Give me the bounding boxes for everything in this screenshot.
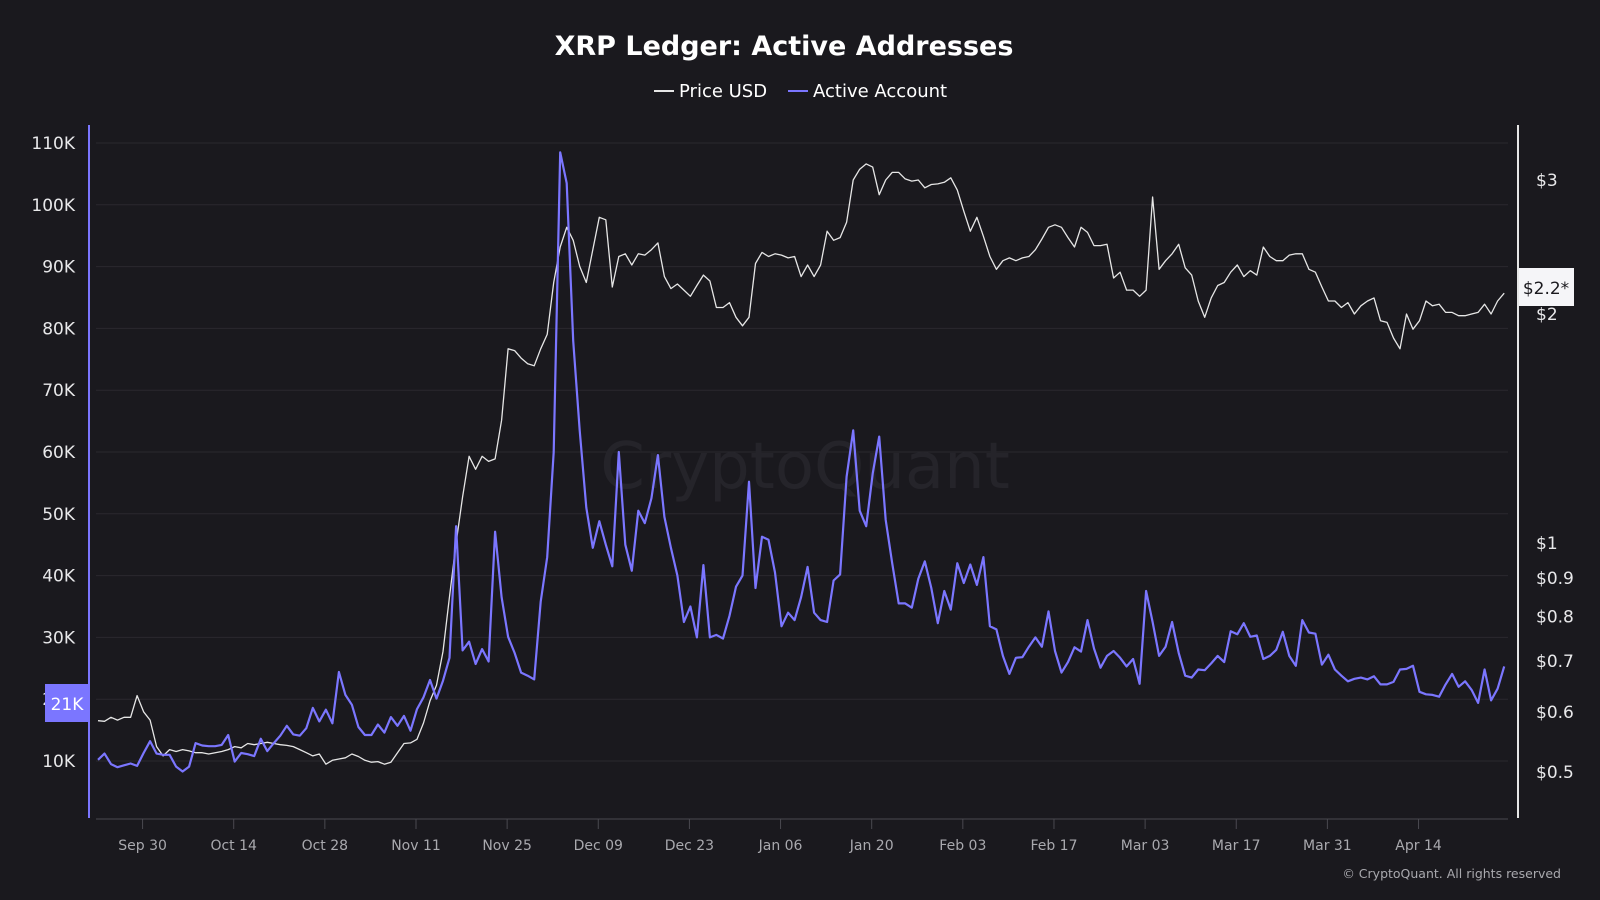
left-tick-label: 10K <box>42 752 76 772</box>
series-line-active-account <box>97 151 1506 773</box>
left-tick-label: 60K <box>42 443 76 463</box>
legend-label-price-usd: Price USD <box>679 81 767 102</box>
left-tick-label: 70K <box>42 381 76 401</box>
right-tick-label: $2 <box>1536 305 1558 325</box>
series-line-price-usd <box>97 163 1505 765</box>
left-tick-label: 110K <box>31 134 75 154</box>
right-current-value-label: $2.2* <box>1523 279 1569 299</box>
chart-title: XRP Ledger: Active Addresses <box>555 31 1014 62</box>
x-tick-label: Jan 20 <box>849 838 894 854</box>
watermark: CryptoQuant <box>600 430 1010 504</box>
gridlines <box>96 142 1508 762</box>
left-current-value-badge: 21K <box>45 684 89 722</box>
x-tick-label: Nov 11 <box>391 838 441 854</box>
x-tick-label: Sep 30 <box>118 838 167 854</box>
left-current-value-label: 21K <box>51 695 85 715</box>
left-tick-label: 80K <box>42 319 76 339</box>
x-axis-ticks: Sep 30 Oct 14 Oct 28 Nov 11 Nov 25 Dec 09 Dec … <box>118 819 1442 854</box>
x-tick-label: Mar 31 <box>1303 838 1352 854</box>
right-current-value-badge: $2.2* <box>1519 268 1574 306</box>
right-tick-label: $0.6 <box>1536 703 1574 723</box>
x-tick-label: Mar 03 <box>1121 838 1170 854</box>
left-tick-label: 40K <box>42 567 76 587</box>
right-tick-label: $0.8 <box>1536 608 1574 628</box>
right-tick-label: $0.5 <box>1536 763 1574 783</box>
x-tick-label: Oct 28 <box>302 838 348 854</box>
legend-item-active-account[interactable]: Active Account <box>788 81 947 102</box>
x-tick-label: Jan 06 <box>758 838 803 854</box>
right-current-value-bg <box>1519 268 1574 306</box>
legend-item-price-usd[interactable]: Price USD <box>654 81 767 102</box>
x-tick-label: Mar 17 <box>1212 838 1261 854</box>
x-tick-label: Apr 14 <box>1395 838 1442 854</box>
x-tick-label: Nov 25 <box>482 838 532 854</box>
left-current-value-bg <box>45 684 89 722</box>
left-tick-label: 100K <box>31 196 75 216</box>
right-tick-label: $0.9 <box>1536 569 1574 589</box>
legend: Price USD Active Account <box>654 81 947 102</box>
right-tick-label: $1 <box>1536 534 1558 554</box>
legend-label-active-account: Active Account <box>813 81 947 102</box>
x-tick-label: Dec 09 <box>574 838 623 854</box>
copyright: © CryptoQuant. All rights reserved <box>1342 866 1561 881</box>
x-tick-label: Feb 03 <box>939 838 986 854</box>
x-tick-label: Oct 14 <box>210 838 257 854</box>
right-tick-label: $3 <box>1536 171 1558 191</box>
left-tick-label: 90K <box>42 258 76 278</box>
left-tick-label: 50K <box>42 505 76 525</box>
right-axis-ticks: $0.5 $0.6 $0.7 $0.8 $0.9 $1 $2 $3 <box>1536 171 1574 783</box>
x-tick-label: Feb 17 <box>1030 838 1077 854</box>
x-tick-label: Dec 23 <box>665 838 714 854</box>
right-tick-label: $0.7 <box>1536 652 1574 672</box>
left-tick-label: 30K <box>42 628 76 648</box>
